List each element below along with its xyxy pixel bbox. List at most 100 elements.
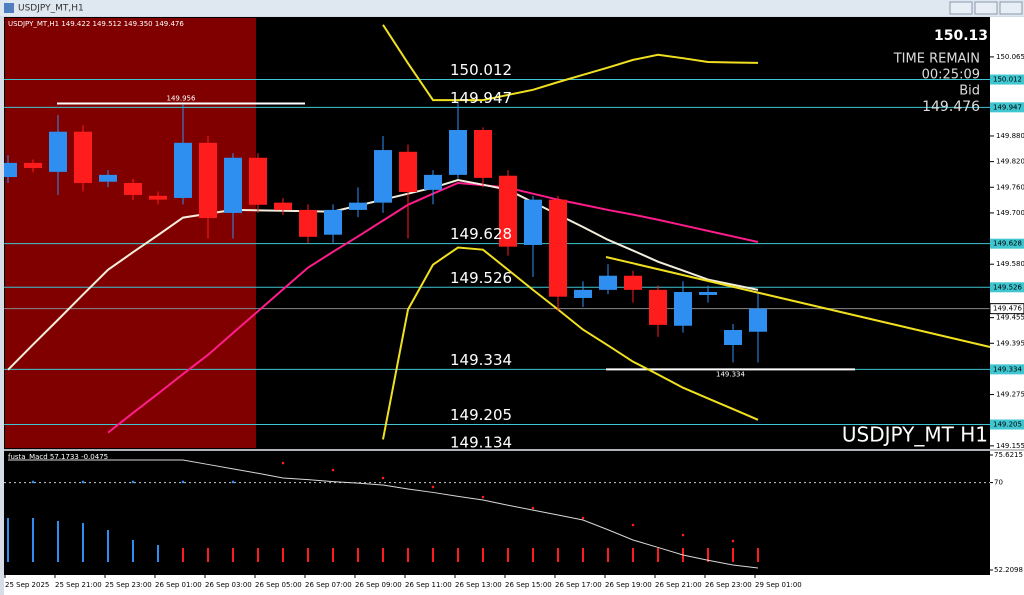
histogram-bar [307,547,309,562]
level-tag-label: 149.526 [993,283,1022,291]
histogram-bar [232,547,234,562]
histogram-bar [457,547,459,562]
level-tag [990,419,1024,430]
histogram-bar [732,547,734,562]
x-tick-label: 25 Sep 23:00 [105,581,152,589]
signal-dot [531,506,535,510]
signal-dot [331,468,335,472]
candle-body [499,175,517,247]
signal-dot [631,523,635,527]
maximize-button[interactable] [974,1,998,15]
histogram-bar [107,530,109,562]
signal-dot [681,533,685,537]
histogram-bar [432,547,434,562]
x-tick-label: 26 Sep 23:00 [705,581,752,589]
x-tick-label: 26 Sep 17:00 [555,581,602,589]
candle-body [324,209,342,235]
histogram-bar [132,539,134,562]
histogram-bar [357,547,359,562]
candle-body [24,162,42,169]
candle-body [224,157,242,213]
window-title: USDJPY_MT,H1 [18,4,84,14]
histogram-bar [57,520,59,562]
price-line-label: 149.956 [167,94,196,102]
x-tick-label: 26 Sep 13:00 [455,581,502,589]
x-tick-label: 26 Sep 11:00 [405,581,452,589]
candle-body [649,289,667,325]
candle-body [249,157,267,205]
x-tick-label: 25 Sep 21:00 [55,581,102,589]
candle-body [474,129,492,178]
window-icon [4,3,14,13]
time-remain: 00:25:09 [922,68,980,83]
trendline [605,256,991,348]
x-tick-label: 26 Sep 05:00 [255,581,302,589]
price-top: 150.13 [934,28,988,44]
candle-body [624,275,642,290]
level-tag [990,364,1024,375]
y-tick-label: 149.820 [996,158,1024,166]
candle-body [274,202,292,210]
minimize-button[interactable] [949,1,973,15]
signal-dot [231,480,235,484]
x-tick-label: 26 Sep 07:00 [305,581,352,589]
candle-body [724,330,742,345]
level-tag-label: 149.947 [993,103,1022,111]
x-tick-label: 26 Sep 09:00 [355,581,402,589]
candle-body [199,142,217,219]
signal-dot [281,461,285,465]
histogram-bar [407,547,409,562]
y-tick-label: 149.275 [996,391,1024,399]
histogram-bar [332,547,334,562]
histogram-bar [607,547,609,562]
title-bar [0,0,1024,16]
candle-body [124,182,142,195]
main-layer: 150.012 149.947 149.628 149.526 149.334 149.2… [4,18,990,452]
x-tick-label: 26 Sep 03:00 [205,581,252,589]
close-button[interactable] [999,1,1023,15]
candle-body [374,150,392,203]
y-tick-label: 149.395 [996,339,1024,347]
histogram-bar [657,547,659,562]
candle-body [574,289,592,298]
signal-dot [581,516,585,520]
level-tag [990,238,1024,249]
session-band [5,18,256,448]
indicator-title: fusta_Macd 57.1733 -0.0475 [8,453,108,461]
x-tick-label: 26 Sep 19:00 [605,581,652,589]
y-tick-label: 70 [994,479,1003,487]
signal-dot [431,485,435,489]
histogram-bar [557,547,559,562]
level-label: 149.205 [450,406,512,424]
indicator-line [382,246,759,440]
level-tag-label: 149.334 [993,365,1022,373]
indicator-line [382,24,759,102]
level-tag-label: 149.628 [993,240,1022,248]
candle-body [49,131,67,172]
plot-layer [4,18,990,448]
x-tick-label: 29 Sep 01:00 [755,581,802,589]
y-tick-label: 149.760 [996,183,1024,191]
indicator-plot [4,451,990,575]
candle-body [74,131,92,183]
signal-dot [381,476,385,480]
candle-body [349,202,367,210]
histogram-bar [282,547,284,562]
y-tick-label: 75.6215 [994,451,1023,459]
histogram-bar [757,547,759,562]
histogram-bar [7,518,9,562]
candle-body [424,174,442,190]
level-label: 150.012 [450,61,512,79]
level-label: 149.947 [450,89,512,107]
histogram-bar [482,547,484,562]
signal-dot [481,495,485,499]
bid-label: Bid [959,84,980,99]
histogram-bar [532,547,534,562]
histogram-bar [32,518,34,562]
candle-body [699,291,717,295]
histogram-bar [382,547,384,562]
histogram-bar [257,547,259,562]
signal-dot [731,539,735,543]
